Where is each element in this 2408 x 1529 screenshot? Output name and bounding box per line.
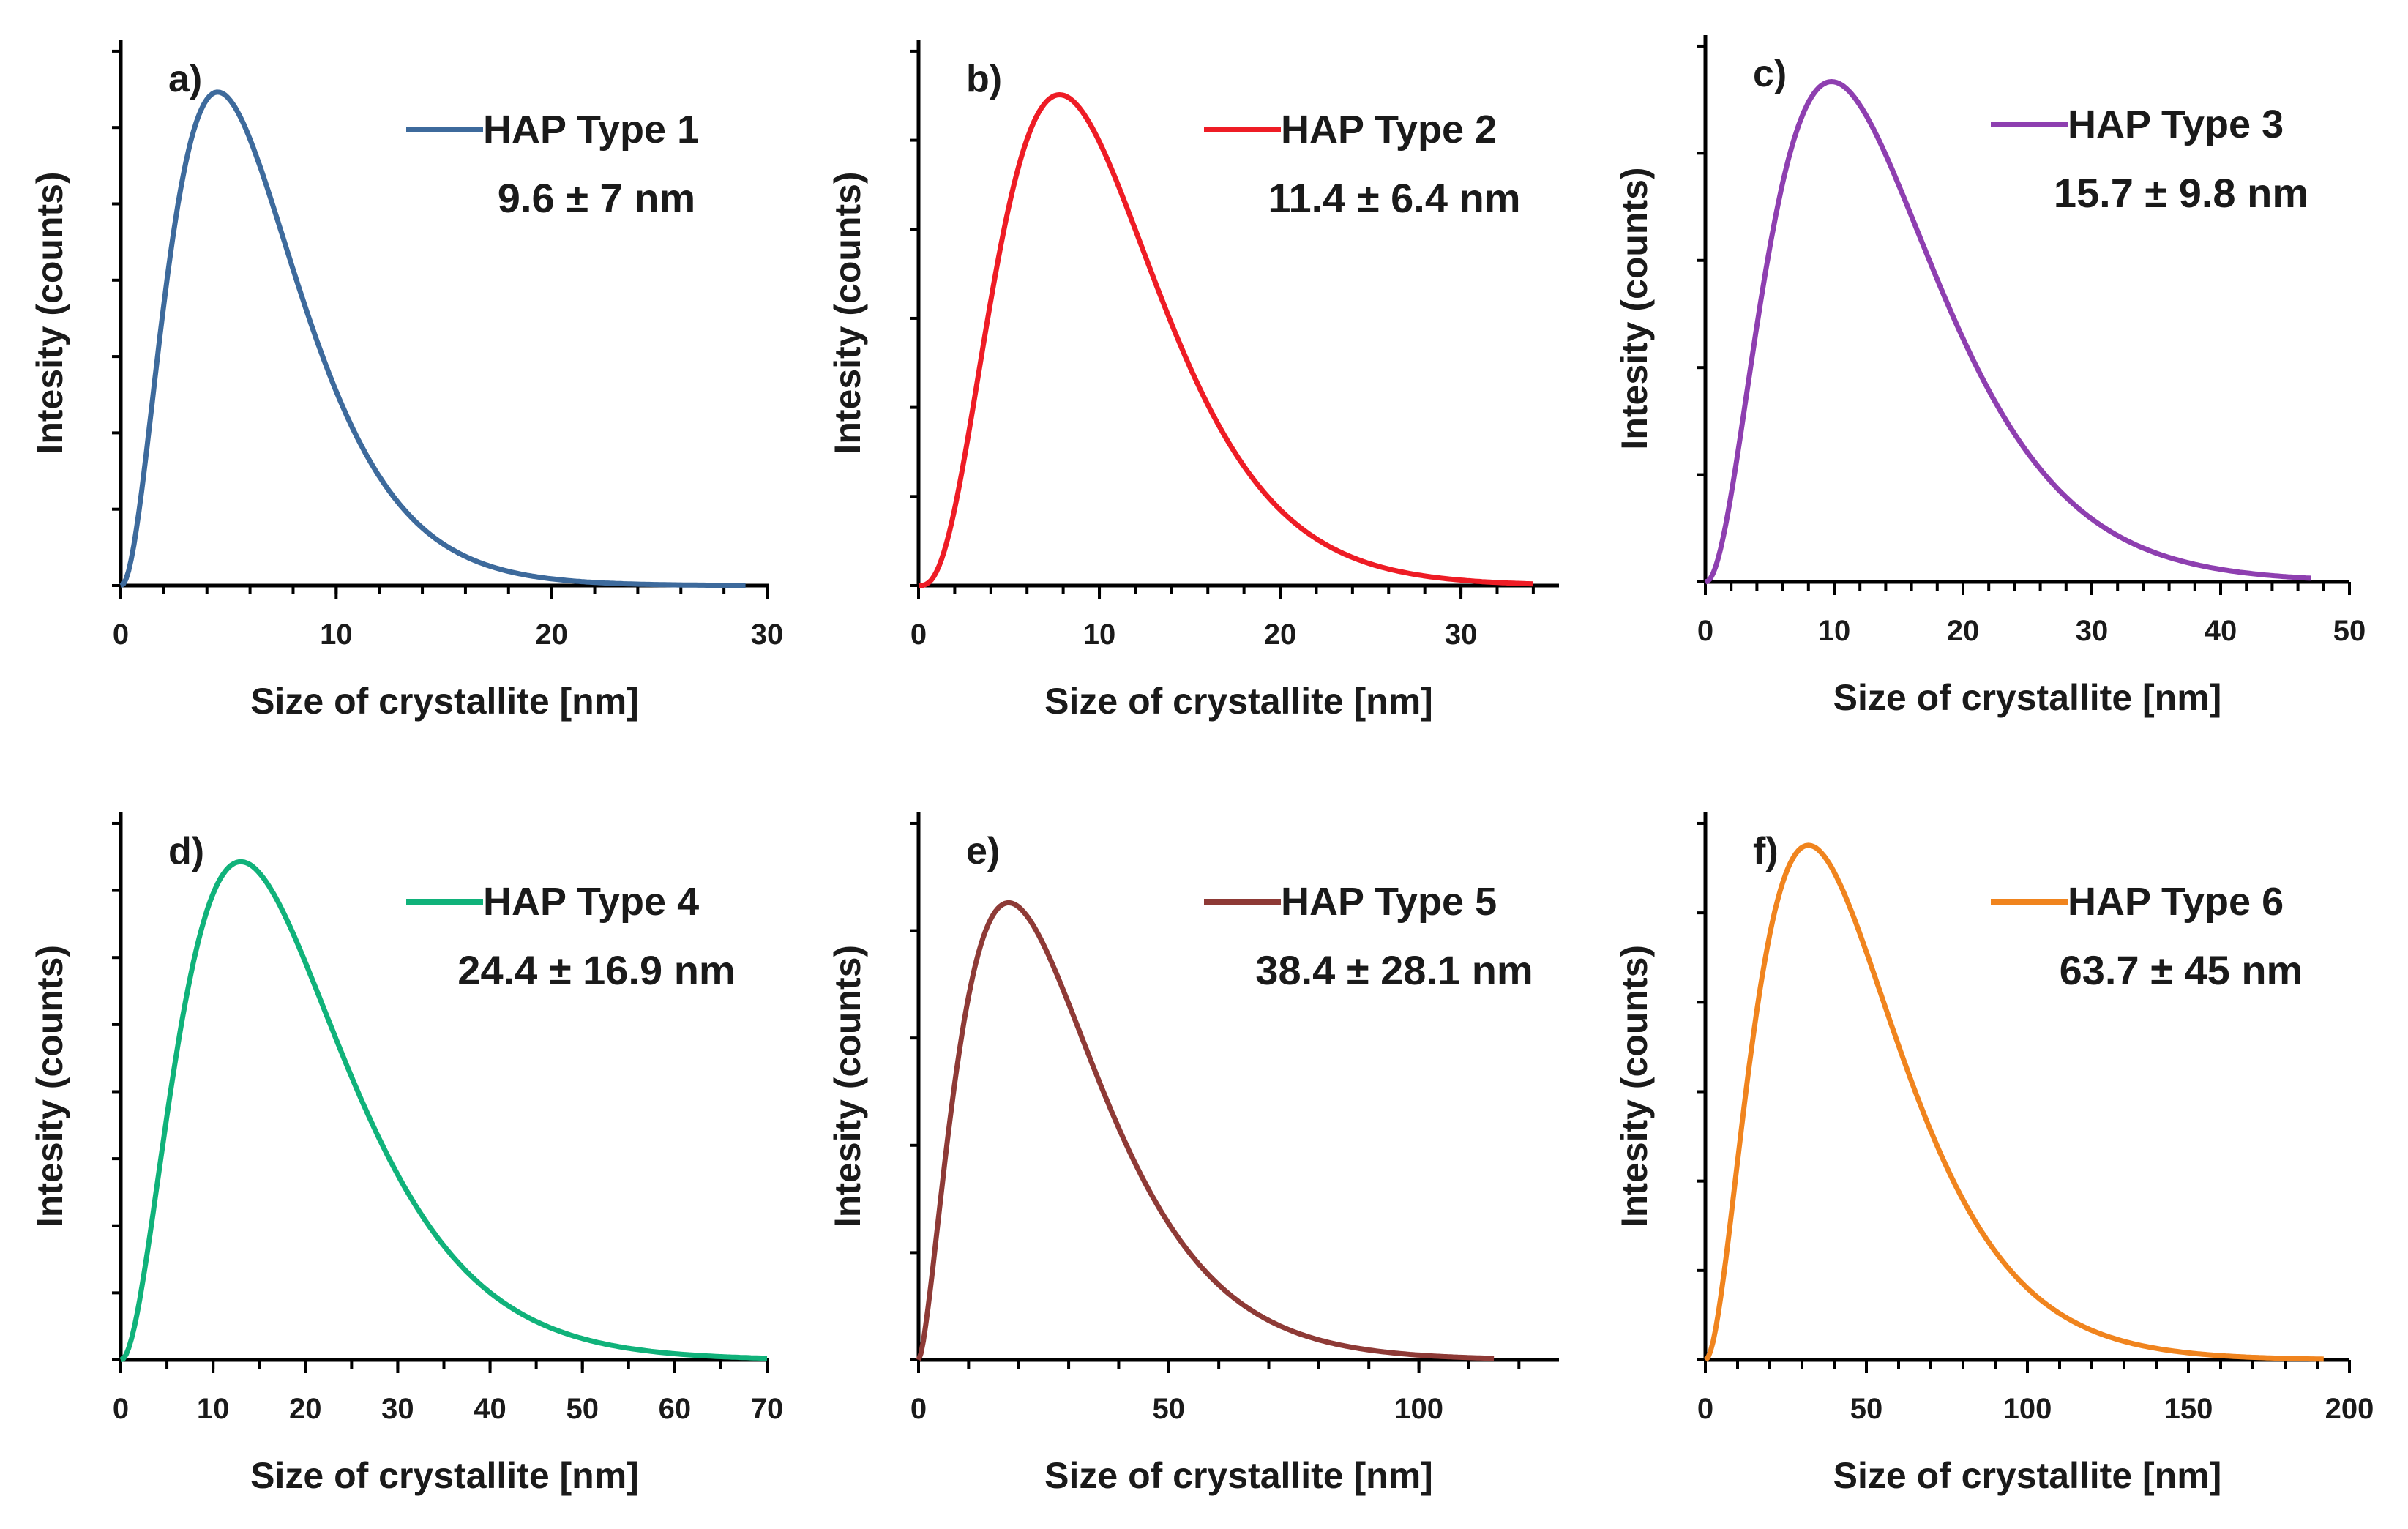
x-tick-label: 0 [113,618,129,651]
legend-label: HAP Type 6 [2068,880,2284,924]
x-axis-title: Size of crystallite [nm] [1044,1455,1433,1496]
x-tick-label: 20 [1264,618,1297,651]
x-tick-label: 20 [535,618,568,651]
stat-annotation: 11.4 ± 6.4 nm [1268,175,1520,221]
panel-label: c) [1753,53,1787,95]
y-axis-title: Intesity (counts) [827,945,868,1227]
stat-annotation: 38.4 ± 28.1 nm [1255,947,1533,993]
x-tick-label: 10 [197,1393,230,1425]
x-tick-label: 30 [381,1393,414,1425]
x-tick-label: 30 [2076,615,2109,647]
y-axis-title: Intesity (counts) [1614,167,1655,449]
x-tick-label: 20 [1947,615,1980,647]
x-axis-title: Size of crystallite [nm] [250,1455,639,1496]
x-axis-title: Size of crystallite [nm] [1833,1455,2222,1496]
x-axis-title: Size of crystallite [nm] [1044,681,1433,722]
panel-label: e) [966,830,1000,872]
series-line-hap-type-5 [916,900,1495,1361]
x-tick-label: 50 [1153,1393,1186,1425]
x-tick-label: 30 [751,618,784,651]
x-tick-label: 200 [2325,1393,2374,1425]
legend-label: HAP Type 1 [483,108,699,152]
x-tick-label: 20 [289,1393,322,1425]
panel-label: b) [966,58,1002,100]
chart-panel-2: 0 10 20 30 Size of crystallite [nm] Intesity … [827,40,1559,722]
y-axis-title: Intesity (counts) [29,945,70,1227]
legend-label: HAP Type 4 [483,880,699,924]
x-tick-label: 100 [2003,1393,2052,1425]
x-axis-title: Size of crystallite [nm] [1833,677,2222,718]
stat-annotation: 24.4 ± 16.9 nm [457,947,735,993]
x-tick-label: 60 [659,1393,692,1425]
y-axis-title: Intesity (counts) [1614,945,1655,1227]
x-tick-label: 70 [751,1393,784,1425]
panel-label: f) [1753,830,1779,872]
y-axis-title: Intesity (counts) [827,171,868,454]
x-tick-label: 50 [2333,615,2366,647]
x-tick-label: 40 [474,1393,506,1425]
series-line-hap-type-6 [1703,842,2324,1362]
legend-label: HAP Type 2 [1281,108,1497,152]
legend-label: HAP Type 3 [2068,102,2284,146]
chart-panel-6: 0 50 100 150 200 Size of crystallite [nm] Inte… [1614,812,2374,1496]
x-tick-label: 50 [1850,1393,1883,1425]
legend-label: HAP Type 5 [1281,880,1497,924]
panel-label: a) [168,58,202,100]
chart-panel-5: 0 50 100 Size of crystallite [nm] Intesity (… [827,812,1559,1496]
series-line-hap-type-1 [119,89,746,588]
x-tick-label: 50 [566,1393,599,1425]
x-tick-label: 150 [2164,1393,2213,1425]
series-line-hap-type-3 [1704,79,2311,585]
series-line-hap-type-2 [918,92,1533,588]
chart-panel-4: 0 10 20 30 40 50 60 70 Size of crystallite [nm] I… [29,812,783,1496]
x-tick-label: 10 [1818,615,1851,647]
chart-panel-1: 0 10 20 30 Size of crystallite [nm] Intesity … [29,40,783,722]
x-tick-label: 0 [1697,1393,1713,1425]
x-tick-label: 0 [1697,615,1713,647]
x-tick-label: 40 [2205,615,2237,647]
x-tick-label: 100 [1394,1393,1443,1425]
stat-annotation: 63.7 ± 45 nm [2060,947,2303,993]
stat-annotation: 9.6 ± 7 nm [498,175,695,221]
panel-label: d) [168,830,204,872]
stat-annotation: 15.7 ± 9.8 nm [2054,170,2308,216]
x-axis-title: Size of crystallite [nm] [250,681,639,722]
x-tick-label: 10 [320,618,353,651]
x-tick-label: 0 [911,618,927,651]
chart-panel-3: 0 10 20 30 40 50 Size of crystallite [nm] Intes… [1614,35,2366,718]
x-tick-label: 0 [911,1393,927,1425]
x-tick-label: 30 [1445,618,1478,651]
y-axis-title: Intesity (counts) [29,171,70,454]
series-line-hap-type-4 [119,859,768,1363]
x-tick-label: 0 [113,1393,129,1425]
x-tick-label: 10 [1083,618,1116,651]
